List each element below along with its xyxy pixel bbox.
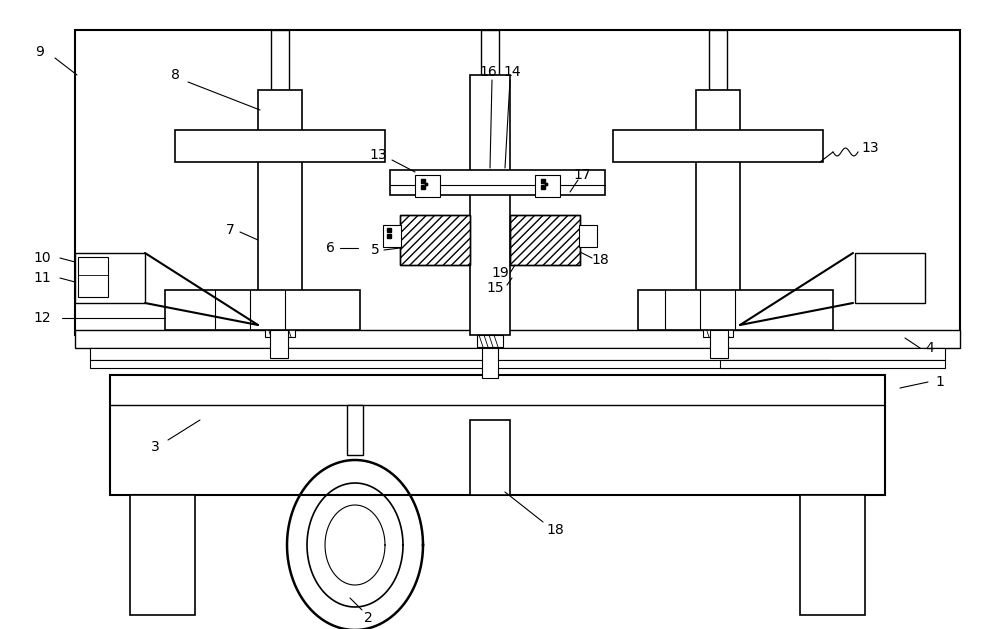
Bar xyxy=(703,325,733,337)
Text: 18: 18 xyxy=(546,523,564,537)
Text: 9: 9 xyxy=(36,45,44,59)
Bar xyxy=(347,405,363,455)
Bar xyxy=(710,330,728,358)
Bar xyxy=(696,90,740,325)
Bar xyxy=(271,30,289,90)
Bar xyxy=(470,75,510,335)
Bar xyxy=(400,215,470,265)
Text: 13: 13 xyxy=(369,148,387,162)
Bar xyxy=(258,90,302,325)
Text: 16: 16 xyxy=(479,65,497,79)
Bar xyxy=(535,175,560,197)
Bar xyxy=(130,495,195,615)
Text: 15: 15 xyxy=(486,281,504,295)
Bar xyxy=(78,257,108,297)
Bar xyxy=(270,330,288,358)
Bar xyxy=(720,360,945,368)
Bar xyxy=(415,175,440,197)
Bar xyxy=(510,215,580,265)
Bar xyxy=(510,215,580,265)
Bar xyxy=(175,130,385,162)
Text: 6: 6 xyxy=(326,241,334,255)
Bar xyxy=(75,30,960,335)
Text: 18: 18 xyxy=(591,253,609,267)
Text: 8: 8 xyxy=(171,68,179,82)
Bar xyxy=(265,325,295,337)
Bar xyxy=(90,360,830,368)
Bar xyxy=(638,290,833,330)
Text: 4: 4 xyxy=(926,341,934,355)
Bar xyxy=(470,420,510,495)
Text: 10: 10 xyxy=(33,251,51,265)
Text: 13: 13 xyxy=(861,141,879,155)
Bar xyxy=(709,30,727,90)
Bar xyxy=(390,170,605,195)
Text: 3: 3 xyxy=(151,440,159,454)
Text: 14: 14 xyxy=(503,65,521,79)
Bar xyxy=(75,253,145,303)
Text: 2: 2 xyxy=(364,611,372,625)
Text: 12: 12 xyxy=(33,311,51,325)
Bar xyxy=(400,215,470,265)
Bar xyxy=(477,335,503,347)
Text: 7: 7 xyxy=(226,223,234,237)
Text: 17: 17 xyxy=(573,168,591,182)
Text: 19: 19 xyxy=(491,266,509,280)
Bar xyxy=(75,330,960,348)
Bar xyxy=(110,375,885,495)
Bar xyxy=(90,348,945,360)
Bar xyxy=(482,348,498,378)
Text: 11: 11 xyxy=(33,271,51,285)
Bar xyxy=(383,225,401,247)
Text: 5: 5 xyxy=(371,243,379,257)
Bar xyxy=(800,495,865,615)
Bar xyxy=(855,253,925,303)
Bar xyxy=(481,30,499,75)
Text: 1: 1 xyxy=(936,375,944,389)
Bar xyxy=(613,130,823,162)
Bar xyxy=(165,290,360,330)
Bar xyxy=(579,225,597,247)
